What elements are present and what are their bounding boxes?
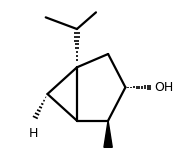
Polygon shape [104, 121, 112, 147]
Text: OH: OH [154, 81, 173, 94]
Text: H: H [29, 127, 38, 140]
